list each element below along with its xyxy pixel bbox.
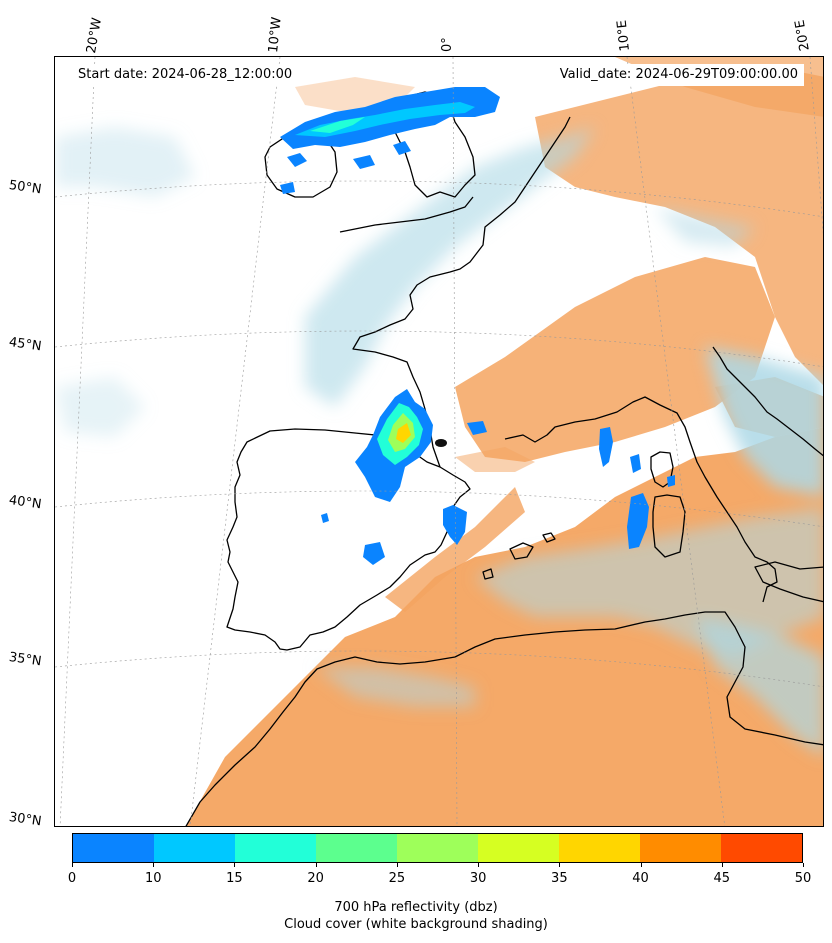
colorbar-tick-15: 15 bbox=[226, 871, 243, 886]
coast-iberia bbox=[226, 428, 471, 651]
cell-bay-of-biscay bbox=[355, 389, 433, 502]
graticule-lat-50n bbox=[55, 180, 823, 217]
coast-sicily bbox=[754, 561, 823, 603]
cell-black-dot bbox=[435, 439, 447, 447]
colorbar-segment-0 bbox=[73, 834, 154, 862]
graticule-lon-20w bbox=[59, 57, 96, 826]
colorbar-tick-30: 30 bbox=[469, 871, 487, 886]
colorbar-segment-5 bbox=[478, 834, 559, 862]
colorbar-tick-45: 45 bbox=[713, 871, 731, 886]
colorbar-segment-6 bbox=[559, 834, 640, 862]
lat-label-30n: 30°N bbox=[7, 810, 43, 830]
colorbar-tick-50: 50 bbox=[794, 871, 812, 886]
colorbar-tick-40: 40 bbox=[632, 871, 649, 886]
coast-mallorca bbox=[509, 542, 534, 560]
colorbar-tickmark-25 bbox=[396, 863, 398, 867]
colorbar-segment-3 bbox=[316, 834, 397, 862]
coast-sardinia bbox=[652, 494, 686, 558]
colorbar-tick-10: 10 bbox=[144, 871, 162, 886]
reflectivity-cells bbox=[280, 87, 675, 565]
lat-label-35n: 35°N bbox=[7, 650, 43, 670]
cell-small-storms bbox=[280, 141, 675, 565]
valid-date-label: Valid_date: 2024-06-29T09:00:00.00 bbox=[553, 64, 804, 86]
graticule-lon-0 bbox=[452, 57, 458, 826]
graticule-lon-20e bbox=[809, 57, 823, 235]
map-panel bbox=[54, 56, 824, 827]
cell-ireland-north bbox=[280, 87, 500, 149]
coast-menorca bbox=[542, 532, 556, 543]
lat-label-50n: 50°N bbox=[7, 178, 43, 198]
coast-riviera bbox=[504, 396, 778, 603]
graticule-lon-10w bbox=[189, 57, 281, 826]
colorbar-segment-7 bbox=[640, 834, 721, 862]
colorbar-tick-20: 20 bbox=[307, 871, 324, 886]
colorbar-segment-4 bbox=[397, 834, 478, 862]
colorbar-tickmark-10 bbox=[153, 863, 155, 867]
lat-label-40n: 40°N bbox=[7, 493, 43, 513]
coast-north-africa bbox=[185, 611, 823, 826]
lon-label-0: 0° bbox=[440, 37, 455, 52]
colorbar-tickmark-35 bbox=[559, 863, 561, 867]
start-date-label: Start date: 2024-06-28_12:00:00 bbox=[72, 64, 299, 86]
colorbar-tickmark-50 bbox=[803, 863, 804, 867]
colorbar-segment-2 bbox=[235, 834, 316, 862]
coast-ibiza bbox=[482, 568, 494, 580]
map-canvas bbox=[55, 57, 823, 826]
colorbar-tick-25: 25 bbox=[388, 871, 406, 886]
coast-france bbox=[352, 116, 571, 468]
colorbar-tick-35: 35 bbox=[551, 871, 568, 886]
lon-label-10e: 10°E bbox=[614, 19, 633, 53]
colorbar bbox=[72, 833, 803, 863]
colorbar-tick-0: 0 bbox=[67, 871, 77, 886]
lat-label-45n: 45°N bbox=[7, 335, 43, 355]
colorbar-tickmark-20 bbox=[315, 863, 317, 867]
caption-reflectivity: 700 hPa reflectivity (dbz) bbox=[334, 900, 498, 915]
graticule-lat-40n bbox=[55, 490, 823, 527]
moist-air-shading bbox=[55, 127, 823, 756]
coast-italy-east bbox=[712, 346, 823, 457]
colorbar-tickmark-15 bbox=[234, 863, 236, 867]
colorbar-segment-8 bbox=[721, 834, 802, 862]
coast-britain-south bbox=[339, 196, 474, 233]
graticule-lat-35n bbox=[55, 650, 823, 687]
colorbar-tickmark-30 bbox=[478, 863, 480, 867]
caption-cloud-cover: Cloud cover (white background shading) bbox=[284, 917, 548, 932]
lon-label-20w: 20°W bbox=[84, 16, 106, 55]
graticule-lat-45n bbox=[55, 330, 823, 367]
colorbar-tickmark-40 bbox=[640, 863, 642, 867]
graticule bbox=[55, 57, 823, 826]
lon-label-20e: 20°E bbox=[792, 18, 813, 53]
colorbar-tickmark-45 bbox=[721, 863, 723, 867]
colorbar-tickmark-0 bbox=[72, 863, 73, 867]
lon-label-10w: 10°W bbox=[266, 16, 285, 54]
colorbar-segment-1 bbox=[154, 834, 235, 862]
